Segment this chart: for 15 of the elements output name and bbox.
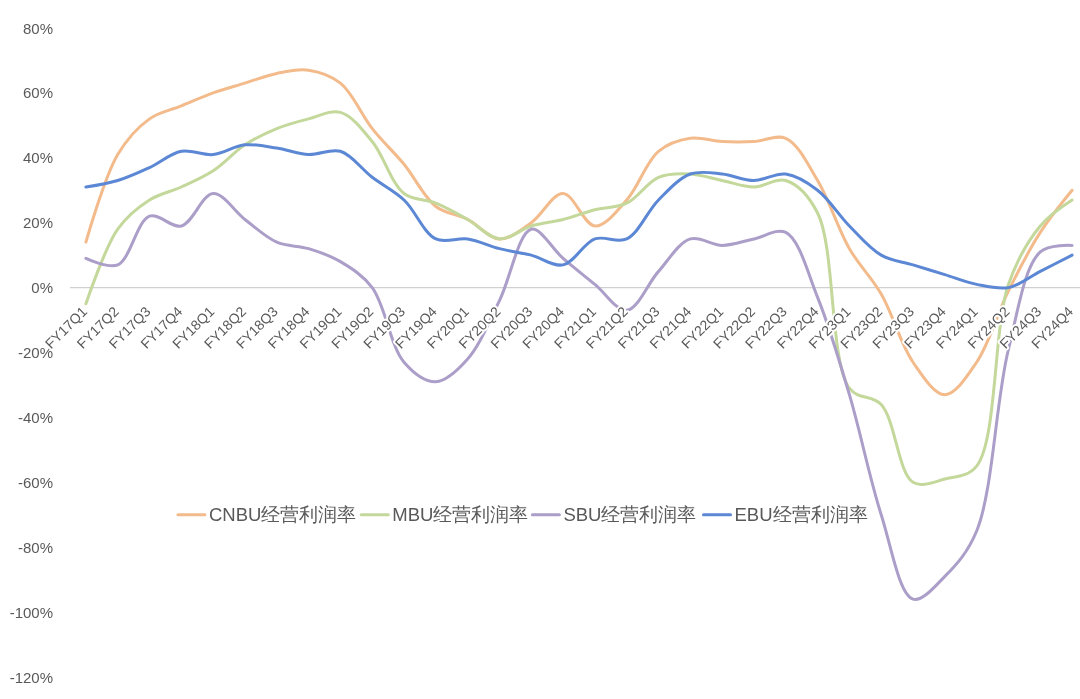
y-tick-label: -40% (17, 408, 53, 426)
legend-label: EBU经营利润率 (734, 504, 868, 526)
y-tick-label: 40% (22, 149, 53, 167)
y-tick-label: 20% (22, 214, 53, 232)
legend-label: CNBU经营利润率 (208, 504, 357, 526)
y-tick-label: -120% (9, 668, 53, 686)
y-tick-label: -80% (17, 538, 53, 556)
line-series (84, 143, 1074, 290)
legend-label: SBU经营利润率 (563, 504, 697, 526)
y-tick-label: 80% (22, 19, 53, 37)
y-tick-label: 0% (31, 279, 53, 297)
y-tick-label: 60% (22, 84, 53, 102)
y-tick-label: -100% (9, 603, 53, 621)
legend-label: MBU经营利润率 (392, 504, 529, 526)
y-tick-label: -60% (17, 473, 53, 491)
